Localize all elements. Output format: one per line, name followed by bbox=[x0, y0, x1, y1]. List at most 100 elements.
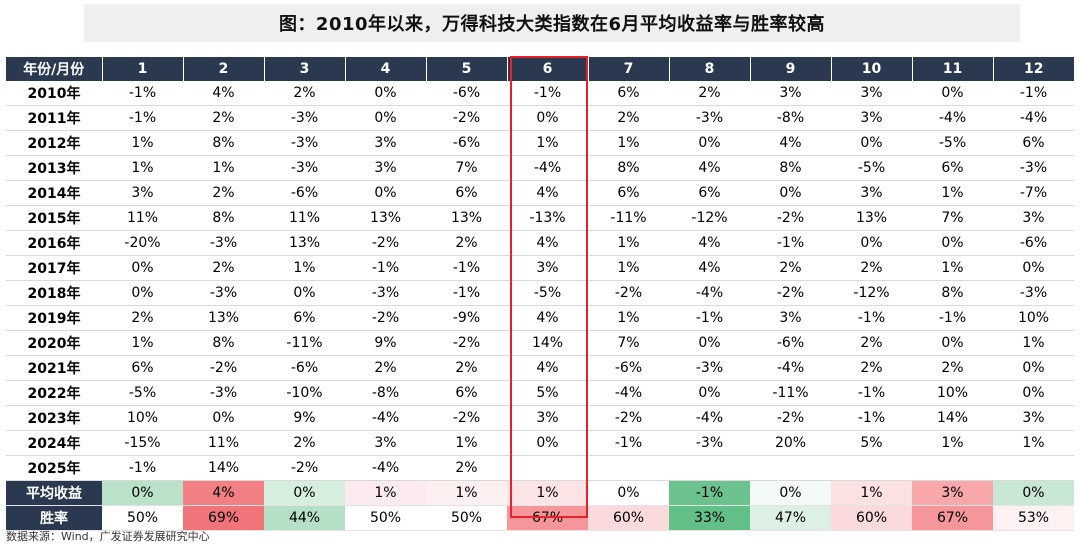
value-cell: 5% bbox=[831, 430, 912, 456]
value-cell: -2% bbox=[750, 280, 831, 306]
value-cell: 2% bbox=[426, 230, 507, 256]
table-row: 2018年 0% -3% 0% -3% -1% -5% -2% -4% -2% -12% 8% -3% bbox=[6, 280, 1074, 306]
table-row: 2019年 2% 13% 6% -2% -9% 4% 1% -1% 3% -1% -1% 10% bbox=[6, 305, 1074, 331]
value-cell: 11% bbox=[102, 205, 183, 231]
value-cell: 2% bbox=[831, 330, 912, 356]
value-cell: 0% bbox=[183, 405, 264, 431]
year-cell: 2014年 bbox=[6, 180, 102, 206]
value-cell: 1% bbox=[993, 330, 1074, 356]
value-cell bbox=[750, 455, 831, 481]
summary-cell: 50% bbox=[102, 505, 183, 531]
value-cell: -1% bbox=[345, 255, 426, 281]
value-cell: 6% bbox=[264, 305, 345, 331]
value-cell: 4% bbox=[507, 305, 588, 331]
header-month-7: 7 bbox=[587, 57, 669, 81]
value-cell: 0% bbox=[345, 81, 426, 106]
value-cell: 7% bbox=[588, 330, 669, 356]
summary-cell: 69% bbox=[183, 505, 264, 531]
value-cell: 2% bbox=[264, 430, 345, 456]
value-cell: 1% bbox=[102, 330, 183, 356]
value-cell: 6% bbox=[426, 380, 507, 406]
value-cell: -8% bbox=[345, 380, 426, 406]
value-cell: -1% bbox=[426, 280, 507, 306]
value-cell: -11% bbox=[264, 330, 345, 356]
value-cell: 3% bbox=[831, 81, 912, 106]
value-cell: 3% bbox=[507, 255, 588, 281]
summary-cell: 3% bbox=[912, 480, 993, 506]
value-cell: -4% bbox=[750, 355, 831, 381]
value-cell: -4% bbox=[993, 105, 1074, 131]
value-cell: 8% bbox=[750, 155, 831, 181]
value-cell: -3% bbox=[669, 105, 750, 131]
value-cell: 13% bbox=[831, 205, 912, 231]
year-cell: 2016年 bbox=[6, 230, 102, 256]
year-cell: 2021年 bbox=[6, 355, 102, 381]
value-cell: 3% bbox=[102, 180, 183, 206]
table-body: 2010年 -1% 4% 2% 0% -6% -1% 6% 2% 3% 3% 0% -1% 2011年 -1… bbox=[6, 81, 1074, 531]
value-cell: 4% bbox=[669, 155, 750, 181]
summary-cell: 0% bbox=[588, 480, 669, 506]
value-cell: -4% bbox=[345, 405, 426, 431]
value-cell: -1% bbox=[102, 455, 183, 481]
value-cell: 1% bbox=[588, 230, 669, 256]
value-cell: 6% bbox=[588, 81, 669, 106]
year-cell: 2012年 bbox=[6, 130, 102, 156]
value-cell: 10% bbox=[912, 380, 993, 406]
summary-cell: -1% bbox=[669, 480, 750, 506]
header-month-3: 3 bbox=[263, 57, 345, 81]
value-cell: 2% bbox=[183, 180, 264, 206]
table-row: 2017年 0% 2% 1% -1% -1% 3% 1% 4% 2% 2% 1% 0% bbox=[6, 255, 1074, 281]
value-cell: -8% bbox=[750, 105, 831, 131]
value-cell: 0% bbox=[750, 180, 831, 206]
value-cell: 0% bbox=[912, 230, 993, 256]
value-cell: -12% bbox=[669, 205, 750, 231]
year-cell: 2023年 bbox=[6, 405, 102, 431]
value-cell: 1% bbox=[912, 255, 993, 281]
value-cell: 1% bbox=[264, 255, 345, 281]
value-cell: 6% bbox=[426, 180, 507, 206]
summary-cell: 4% bbox=[183, 480, 264, 506]
year-cell: 2018年 bbox=[6, 280, 102, 306]
value-cell: 1% bbox=[912, 180, 993, 206]
value-cell: 1% bbox=[507, 130, 588, 156]
value-cell: 4% bbox=[507, 230, 588, 256]
header-month-6: 6 bbox=[506, 57, 588, 81]
summary-label: 胜率 bbox=[6, 505, 102, 531]
value-cell: -3% bbox=[183, 230, 264, 256]
value-cell: -1% bbox=[750, 230, 831, 256]
year-cell: 2025年 bbox=[6, 455, 102, 481]
value-cell: 4% bbox=[669, 230, 750, 256]
value-cell: -2% bbox=[426, 330, 507, 356]
value-cell: -4% bbox=[507, 155, 588, 181]
value-cell: 2% bbox=[426, 455, 507, 481]
value-cell: -4% bbox=[588, 380, 669, 406]
year-cell: 2020年 bbox=[6, 330, 102, 356]
summary-cell: 1% bbox=[831, 480, 912, 506]
value-cell: -3% bbox=[264, 105, 345, 131]
summary-cell: 50% bbox=[345, 505, 426, 531]
value-cell: 13% bbox=[183, 305, 264, 331]
value-cell: 2% bbox=[831, 355, 912, 381]
value-cell: 0% bbox=[993, 355, 1074, 381]
value-cell: 0% bbox=[993, 380, 1074, 406]
value-cell: 1% bbox=[588, 305, 669, 331]
chart-title: 图：2010年以来，万得科技大类指数在6月平均收益率与胜率较高 bbox=[278, 14, 826, 35]
value-cell: 1% bbox=[588, 255, 669, 281]
value-cell: -2% bbox=[264, 455, 345, 481]
value-cell: -6% bbox=[264, 355, 345, 381]
summary-cell: 47% bbox=[750, 505, 831, 531]
value-cell: 2% bbox=[669, 81, 750, 106]
value-cell: -4% bbox=[669, 280, 750, 306]
value-cell: -6% bbox=[264, 180, 345, 206]
value-cell: -2% bbox=[183, 355, 264, 381]
value-cell: 0% bbox=[912, 81, 993, 106]
average-return-row: 平均收益 0% 4% 0% 1% 1% 1% 0% -1% 0% 1% 3% 0% bbox=[6, 480, 1074, 506]
table-row: 2021年 6% -2% -6% 2% 2% 4% -6% -3% -4% 2% 2% 0% bbox=[6, 355, 1074, 381]
returns-table: 年份/月份 1 2 3 4 5 6 7 8 9 10 11 12 2010年 -1% 4% 2% 0% -6% -1… bbox=[6, 57, 1074, 531]
header-month-12: 12 bbox=[992, 57, 1074, 81]
table-row: 2016年 -20% -3% 13% -2% 2% 4% 1% 4% -1% 0% 0% -6% bbox=[6, 230, 1074, 256]
value-cell: -2% bbox=[345, 230, 426, 256]
table-row: 2010年 -1% 4% 2% 0% -6% -1% 6% 2% 3% 3% 0% -1% bbox=[6, 81, 1074, 106]
value-cell: 6% bbox=[669, 180, 750, 206]
value-cell: 4% bbox=[669, 255, 750, 281]
